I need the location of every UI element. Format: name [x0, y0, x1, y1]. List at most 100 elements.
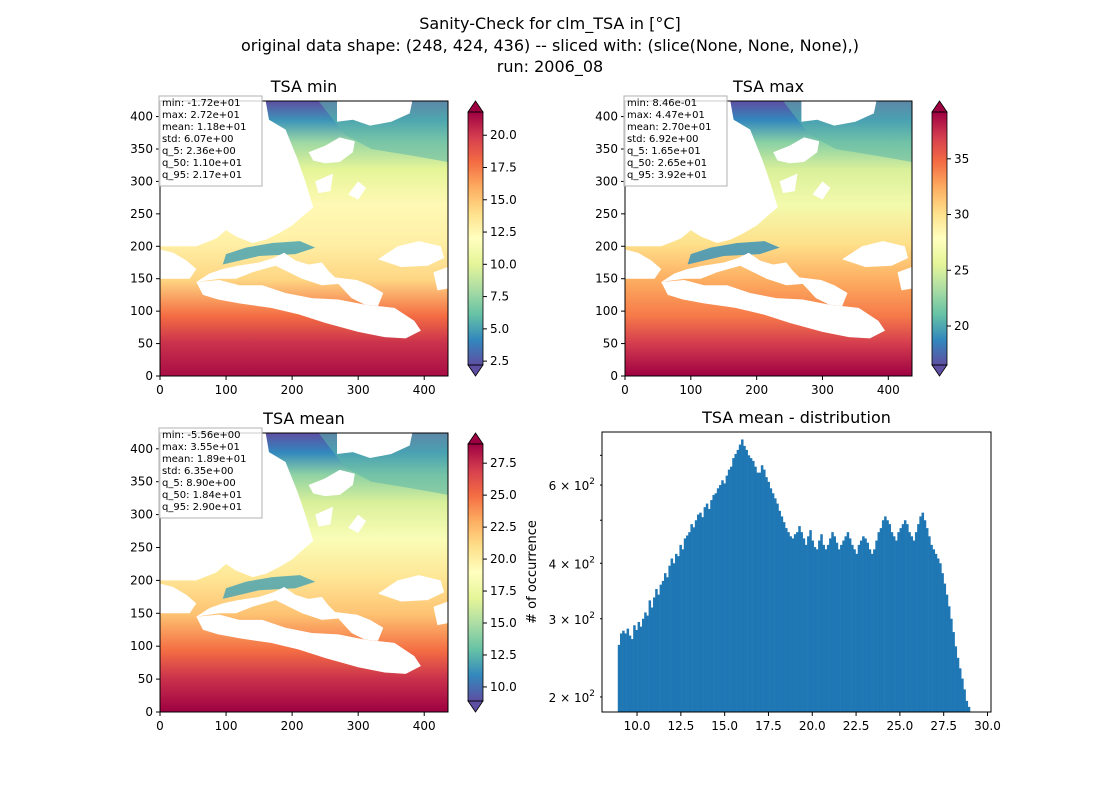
histogram-bar	[646, 615, 649, 712]
histogram-bar	[901, 524, 905, 712]
map-title: TSA mean	[262, 409, 345, 428]
histogram-bar	[793, 534, 797, 712]
ocean-region	[308, 469, 355, 497]
histogram-bar	[796, 532, 799, 712]
ocean-region	[842, 241, 909, 268]
ocean-region	[801, 101, 877, 126]
histogram-bar	[705, 503, 709, 712]
colorbar	[932, 112, 947, 365]
histogram-bar	[708, 508, 711, 712]
histogram-bar	[822, 544, 825, 712]
histogram-bar	[813, 547, 817, 712]
histogram-bar	[868, 549, 872, 712]
histogram-bar	[945, 594, 949, 712]
histogram-bar	[939, 563, 942, 712]
colorbar-extend-bottom	[467, 364, 484, 377]
colorbar	[468, 444, 483, 701]
histogram-bar	[725, 475, 729, 712]
ocean-region	[337, 433, 413, 459]
histogram-bar	[692, 527, 696, 712]
y-tick-label: 250	[595, 207, 618, 221]
histogram-bar	[967, 706, 971, 712]
y-tick-label: 0	[610, 369, 618, 383]
ocean-region	[348, 514, 367, 534]
histogram-bar	[941, 573, 944, 712]
histogram-bar	[697, 514, 700, 712]
y-tick-exponent: 2	[589, 689, 595, 699]
colorbar-tick-label: 2.5	[490, 354, 509, 368]
y-tick-exponent: 2	[589, 477, 595, 487]
histogram-bar	[857, 544, 861, 712]
histogram-bar	[835, 542, 839, 712]
histogram-bar	[637, 621, 641, 712]
histogram-bar	[897, 532, 900, 712]
stats-line: q_5: 1.65e+01	[627, 146, 701, 157]
histogram-bar	[703, 507, 707, 712]
y-tick-mantissa: 2 × 10	[549, 691, 590, 705]
histogram-bar	[745, 449, 748, 712]
colorbar-tick-label: 25	[954, 263, 969, 277]
histogram-bar	[763, 469, 766, 712]
histogram-bar	[791, 538, 795, 712]
histogram-bar	[899, 528, 903, 712]
y-tick-label: 3 × 102	[549, 611, 595, 627]
histogram-bar	[619, 633, 623, 712]
y-tick-label: 350	[595, 142, 618, 156]
stats-line: max: 2.72e+01	[162, 110, 240, 121]
colorbar-frame	[467, 443, 484, 702]
histogram-bar	[641, 618, 645, 712]
histogram-bar	[732, 458, 735, 712]
x-tick-label: 25.0	[887, 719, 914, 733]
histogram-bar	[776, 503, 779, 712]
histogram-bar	[800, 532, 803, 712]
histogram-bar	[670, 558, 674, 712]
histogram-bar	[919, 516, 922, 712]
histogram-bar	[716, 488, 720, 712]
colorbar-tick-label: 10.0	[490, 257, 517, 271]
histogram-bar	[648, 600, 652, 712]
histogram-bar	[774, 498, 777, 712]
y-tick-mantissa: 3 × 10	[549, 613, 590, 627]
ocean-region	[196, 614, 421, 674]
colorbar-tick-label: 27.5	[490, 456, 517, 470]
histogram-bar	[848, 538, 852, 712]
colorbar-tick-label: 20.0	[490, 552, 517, 566]
histogram-bar	[807, 536, 810, 712]
histogram-bar	[965, 700, 969, 712]
mountain-band	[222, 241, 316, 265]
histogram-bar	[635, 630, 638, 712]
y-tick-exponent: 2	[589, 555, 595, 565]
histogram-bar	[826, 544, 830, 712]
colorbar-extend-bottom	[467, 700, 484, 713]
histogram-title: TSA mean - distribution	[701, 408, 891, 427]
stats-line: min: -1.72e+01	[162, 98, 241, 109]
histogram-bar	[650, 607, 654, 712]
histogram-bar	[721, 480, 724, 712]
ocean-region	[348, 181, 367, 200]
colorbar-tick-label: 30	[954, 208, 969, 222]
histogram-bar	[873, 549, 876, 712]
stats-line: max: 3.55e+01	[162, 442, 240, 453]
y-tick-label: 150	[130, 606, 153, 620]
histogram-bar	[961, 678, 964, 712]
histogram-bar	[681, 549, 685, 712]
y-tick-label: 0	[145, 705, 153, 719]
x-tick-label: 300	[347, 719, 370, 733]
histogram-bar	[864, 538, 867, 712]
y-tick-label: 200	[595, 239, 618, 253]
figure-title-line-3: run: 2006_08	[496, 57, 604, 76]
colorbar-tick-label: 15.0	[490, 616, 517, 630]
histogram-bar	[829, 538, 832, 712]
y-tick-label: 350	[130, 142, 153, 156]
histogram-bar	[688, 532, 691, 712]
histogram-bar	[730, 466, 733, 712]
x-tick-label: 22.5	[843, 719, 870, 733]
histogram-bar	[846, 532, 850, 712]
x-tick-label: 20.0	[799, 719, 826, 733]
histogram-bar	[778, 510, 781, 712]
histogram-bar	[820, 534, 823, 712]
y-tick-label: 0	[145, 369, 153, 383]
histogram-bar	[802, 538, 806, 712]
colorbar-tick-label: 20.0	[490, 128, 517, 142]
histogram-bar	[710, 500, 713, 712]
